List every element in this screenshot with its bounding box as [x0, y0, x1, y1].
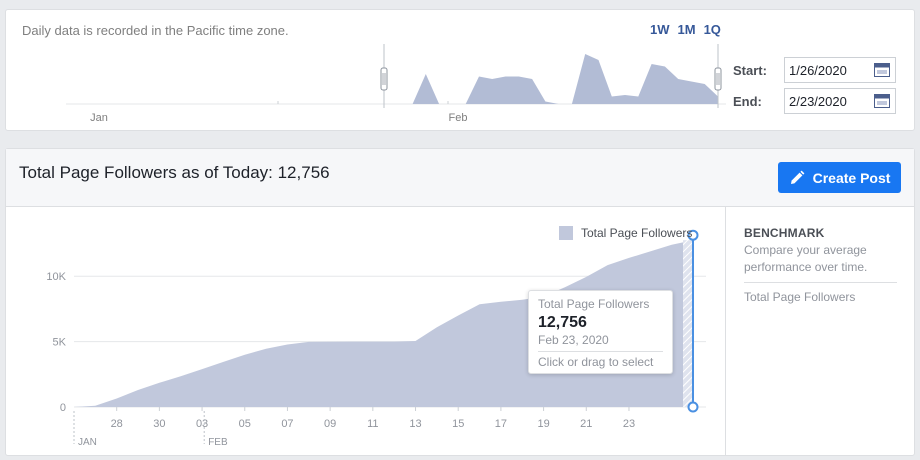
x-tick-label: 23	[623, 418, 635, 430]
benchmark-panel: BENCHMARK Compare your average performan…	[725, 207, 914, 455]
chart-legend: Total Page Followers	[559, 226, 692, 240]
y-tick-label: 5K	[53, 337, 67, 349]
mini-month-label: Jan	[90, 112, 108, 124]
x-tick-label: 30	[153, 418, 165, 430]
x-tick-label: 11	[367, 418, 378, 430]
selection-handle-bottom[interactable]	[687, 401, 699, 413]
y-tick-label: 0	[60, 402, 66, 414]
benchmark-description: Compare your average performance over ti…	[744, 243, 868, 274]
x-tick-label: 19	[537, 418, 549, 430]
tooltip-title: Total Page Followers	[538, 297, 650, 311]
timezone-note: Daily data is recorded in the Pacific ti…	[22, 23, 289, 38]
start-date-field[interactable]: 1/26/2020	[784, 57, 896, 83]
chart-tooltip: Total Page Followers 12,756 Feb 23, 2020…	[528, 290, 673, 374]
create-post-label: Create Post	[812, 169, 891, 186]
end-date-row: End: 2/23/2020	[733, 88, 896, 114]
end-date-value: 2/23/2020	[789, 94, 847, 109]
period-1q-button[interactable]: 1Q	[703, 22, 721, 37]
x-tick-label: 09	[324, 418, 336, 430]
period-1w-button[interactable]: 1W	[650, 22, 670, 37]
period-1m-button[interactable]: 1M	[677, 22, 696, 37]
calendar-icon[interactable]	[874, 63, 890, 77]
tooltip-hint: Click or drag to select	[538, 351, 663, 369]
benchmark-divider	[744, 282, 897, 283]
page-title: Total Page Followers as of Today: 12,756	[19, 163, 330, 182]
tooltip-date: Feb 23, 2020	[538, 333, 609, 347]
followers-card: Total Page Followers as of Today: 12,756…	[5, 148, 915, 456]
legend-swatch	[559, 226, 573, 240]
legend-label: Total Page Followers	[581, 226, 693, 240]
create-post-button[interactable]: Create Post	[778, 162, 901, 193]
month-label: FEB	[208, 437, 228, 448]
x-tick-label: 15	[452, 418, 464, 430]
tooltip-value: 12,756	[538, 314, 587, 331]
end-date-field[interactable]: 2/23/2020	[784, 88, 896, 114]
pencil-icon	[790, 170, 804, 184]
mini-area	[386, 54, 718, 104]
x-tick-label: 05	[239, 418, 251, 430]
benchmark-item[interactable]: Total Page Followers	[744, 290, 856, 304]
mini-month-label: Feb	[449, 112, 468, 124]
y-tick-label: 10K	[46, 271, 66, 283]
x-tick-label: 13	[409, 418, 421, 430]
start-date-value: 1/26/2020	[789, 63, 847, 78]
x-tick-label: 03	[196, 418, 208, 430]
month-label: JAN	[78, 437, 97, 448]
start-date-label: Start:	[733, 62, 767, 78]
selection-handle-top[interactable]	[687, 229, 699, 241]
range-end-handle[interactable]	[714, 67, 722, 91]
x-tick-label: 21	[580, 418, 592, 430]
date-range-panel: Daily data is recorded in the Pacific ti…	[5, 9, 915, 131]
calendar-icon[interactable]	[874, 94, 890, 108]
x-tick-label: 28	[111, 418, 123, 430]
card-header: Total Page Followers as of Today: 12,756…	[6, 149, 914, 207]
x-tick-label: 17	[495, 418, 507, 430]
end-date-label: End:	[733, 93, 762, 109]
period-buttons: 1W 1M 1Q	[650, 22, 721, 37]
selected-day-highlight	[683, 240, 693, 407]
overview-mini-chart[interactable]: Jan Feb	[6, 10, 916, 132]
range-start-handle[interactable]	[380, 67, 388, 91]
benchmark-title: BENCHMARK	[744, 226, 825, 240]
x-tick-label: 07	[281, 418, 293, 430]
start-date-row: Start: 1/26/2020	[733, 57, 896, 83]
